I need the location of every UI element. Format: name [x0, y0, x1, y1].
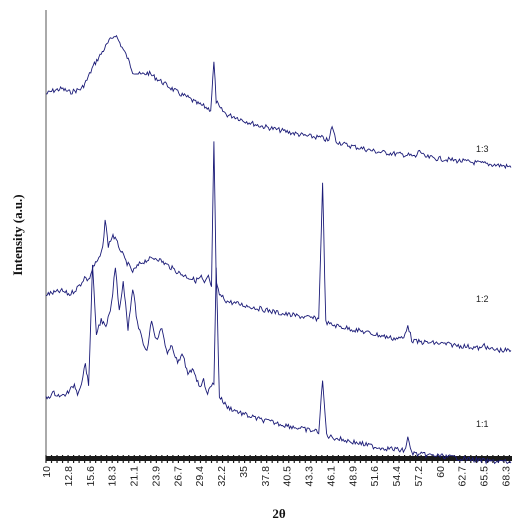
x-axis-title: 2θ: [272, 506, 286, 521]
x-tick-label: 65.5: [478, 466, 490, 487]
x-tick-label: 48.9: [348, 466, 360, 487]
x-tick-label: 32.2: [216, 466, 228, 487]
x-tick-label: 35: [238, 466, 250, 478]
x-tick-label: 57.2: [413, 466, 425, 487]
x-tick-label: 10: [41, 466, 53, 478]
x-axis-tick-marks: [45, 455, 511, 463]
x-tick-label: 43.3: [303, 466, 315, 487]
x-axis-tick-labels: 10 12.8 15.6 18.3 21.1 23.9 26.7 29.4 32.2 35 37.8…: [41, 466, 512, 487]
series-label-2: 1:2: [476, 294, 489, 304]
x-tick-label: 21.1: [129, 466, 141, 487]
x-tick-label: 26.7: [173, 466, 185, 487]
series-label-3: 1:1: [476, 419, 489, 429]
x-tick-label: 40.5: [281, 466, 293, 487]
x-tick-label: 12.8: [63, 466, 75, 487]
y-axis-title: Intensity (a.u.): [10, 194, 25, 275]
series-line-3: [45, 264, 512, 465]
series-line-1: [45, 34, 512, 170]
x-tick-label: 60: [435, 466, 447, 478]
x-axis-bar: [46, 456, 512, 461]
x-tick-label: 23.9: [151, 466, 163, 487]
series-labels: 1:3 1:2 1:1: [476, 144, 489, 429]
series-label-1: 1:3: [476, 144, 489, 154]
x-tick-label: 18.3: [106, 466, 118, 487]
plot-area: 10 12.8 15.6 18.3 21.1 23.9 26.7 29.4 32.2 35 37.8…: [41, 10, 512, 486]
x-tick-label: 46.1: [326, 466, 338, 487]
x-tick-label: 51.6: [369, 466, 381, 487]
x-tick-label: 29.4: [194, 466, 206, 487]
x-tick-label: 68.3: [501, 466, 512, 487]
series-line-2: [45, 141, 512, 354]
series-lines: [45, 34, 512, 465]
x-tick-label: 54.4: [391, 466, 403, 487]
x-tick-label: 37.8: [260, 466, 272, 487]
x-tick-label: 62.7: [456, 466, 468, 487]
x-tick-label: 15.6: [85, 466, 97, 487]
